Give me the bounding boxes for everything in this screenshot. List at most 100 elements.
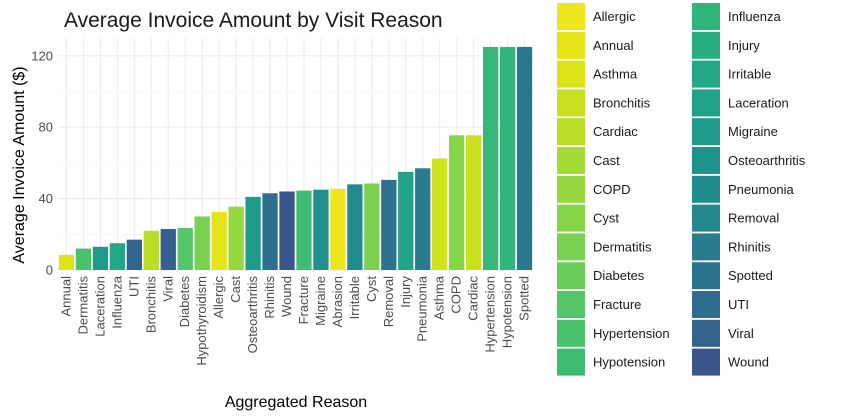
bar-asthma: [432, 158, 448, 270]
bar-allergic: [211, 212, 227, 270]
legend-key: [557, 175, 585, 203]
x-tick-label: Migraine: [313, 276, 328, 326]
legend-key: [692, 319, 720, 347]
legend-label: Allergic: [593, 9, 636, 24]
bar-wound: [279, 191, 295, 270]
legend-item-cardiac: Cardiac: [557, 118, 638, 146]
x-tick-label: Cyst: [364, 276, 379, 302]
y-axis-ticks: 0 40 80 120: [31, 48, 53, 277]
x-tick-label: Removal: [381, 276, 396, 327]
legend-label: Spotted: [728, 268, 773, 283]
legend-item-hypertension: Hypertension: [557, 319, 670, 347]
legend-item-laceration: Laceration: [692, 89, 789, 117]
legend-key: [557, 60, 585, 88]
x-tick-label: Allergic: [211, 276, 226, 319]
legend-label: Injury: [728, 38, 760, 53]
legend-label: Hypertension: [593, 326, 670, 341]
x-tick-label: Irritable: [347, 276, 362, 319]
bar-dermatitis: [75, 248, 92, 270]
bar-cyst: [364, 183, 380, 270]
legend-label: Irritable: [728, 67, 771, 82]
legend-item-uti: UTI: [692, 291, 749, 318]
legend-item-wound: Wound: [692, 348, 769, 376]
legend-key: [557, 319, 585, 347]
bar-cardiac: [465, 135, 482, 270]
y-tick-label: 40: [39, 191, 53, 206]
bar-annual: [58, 254, 75, 270]
bar-injury: [398, 171, 414, 270]
legend-key: [692, 147, 720, 174]
bar-abrasion: [330, 188, 346, 270]
legend-item-injury: Injury: [692, 31, 760, 59]
bar-copd: [449, 135, 465, 270]
x-tick-label: Influenza: [109, 275, 124, 329]
legend-key: [692, 348, 720, 376]
legend-label: Removal: [728, 211, 779, 226]
x-tick-label: UTI: [126, 276, 141, 297]
legend-label: Dermatitis: [593, 239, 652, 254]
x-tick-label: Viral: [160, 276, 175, 302]
legend-key: [557, 348, 585, 376]
legend-item-copd: COPD: [557, 175, 631, 203]
x-tick-label: Wound: [279, 276, 294, 317]
bar-removal: [381, 179, 397, 270]
legend-item-removal: Removal: [692, 204, 779, 232]
legend-label: Diabetes: [593, 268, 645, 283]
legend-item-annual: Annual: [557, 31, 634, 59]
legend-label: Migraine: [728, 124, 778, 139]
legend-key: [557, 31, 585, 59]
legend-item-viral: Viral: [692, 319, 754, 347]
x-tick-label: Fracture: [296, 276, 311, 324]
legend-key: [557, 204, 585, 232]
bars: [58, 46, 533, 270]
legend-key: [692, 60, 720, 88]
bar-irritable: [347, 184, 363, 270]
x-tick-label: Bronchitis: [143, 276, 158, 334]
legend-item-rhinitis: Rhinitis: [692, 233, 771, 261]
x-tick-label: Hypotension: [500, 276, 515, 348]
legend-label: Laceration: [728, 95, 789, 110]
bar-hypertension: [482, 46, 499, 270]
x-axis-title: Aggregated Reason: [225, 394, 367, 411]
legend-item-dermatitis: Dermatitis: [557, 233, 652, 261]
legend-key: [692, 262, 720, 290]
bar-bronchitis: [143, 230, 159, 270]
x-tick-label: Diabetes: [177, 276, 192, 328]
x-tick-label: Laceration: [92, 276, 107, 337]
legend-key: [692, 3, 720, 30]
bar-osteoarthritis: [245, 196, 261, 270]
x-tick-label: Dermatitis: [75, 276, 90, 335]
legend-key: [692, 233, 720, 261]
legend-label: Rhinitis: [728, 239, 771, 254]
legend-key: [557, 291, 585, 318]
legend-item-fracture: Fracture: [557, 291, 641, 318]
y-tick-label: 0: [46, 263, 53, 278]
x-tick-label: Cardiac: [466, 276, 481, 321]
bar-uti: [126, 239, 142, 270]
legend-item-hypotension: Hypotension: [557, 348, 665, 376]
x-axis-ticks: Annual Dermatitis Laceration Influenza UTI Br…: [58, 275, 531, 365]
bar-laceration: [92, 246, 109, 270]
legend-label: Viral: [728, 326, 754, 341]
x-tick-label: Hypertension: [483, 276, 498, 353]
legend-key: [557, 118, 585, 146]
x-tick-label: Pneumonia: [415, 275, 430, 342]
legend-key: [557, 89, 585, 117]
y-tick-label: 80: [39, 120, 53, 135]
legend-item-spotted: Spotted: [692, 262, 773, 290]
legend-label: COPD: [593, 182, 631, 197]
bar-fracture: [296, 190, 312, 270]
legend-item-migraine: Migraine: [692, 118, 778, 146]
x-tick-label: Cast: [228, 276, 243, 303]
legend-item-influenza: Influenza: [692, 3, 782, 30]
legend-key: [692, 118, 720, 146]
legend-label: Asthma: [593, 67, 638, 82]
legend-item-diabetes: Diabetes: [557, 262, 645, 290]
legend-key: [692, 31, 720, 59]
y-tick-label: 120: [31, 48, 53, 63]
bar-spotted: [516, 46, 533, 270]
legend-label: Influenza: [728, 9, 782, 24]
bar-cast: [228, 206, 244, 270]
legend-item-osteoarthritis: Osteoarthritis: [692, 147, 806, 174]
